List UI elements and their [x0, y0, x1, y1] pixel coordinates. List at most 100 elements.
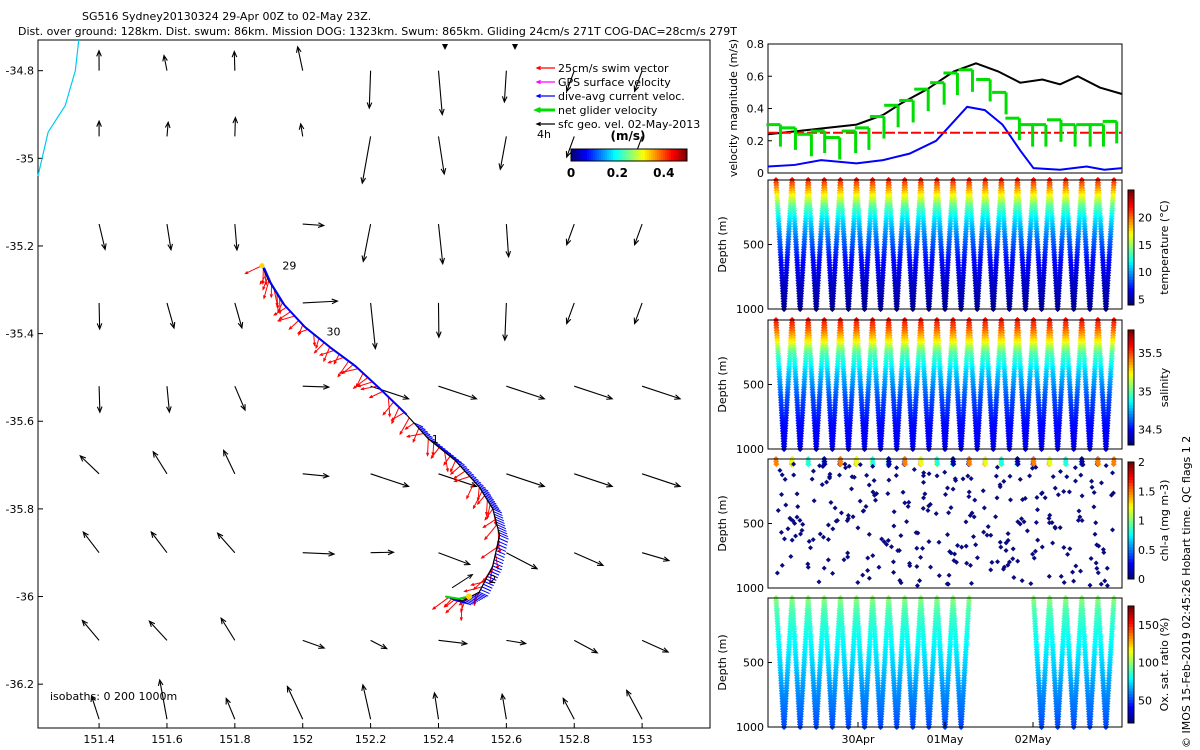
surface-velocity-arrow	[302, 639, 325, 649]
salinity-colorbar-cell	[1128, 364, 1134, 368]
surface-velocity-arrow-head	[463, 559, 472, 566]
colorbar-cell	[621, 149, 624, 161]
legend-swatch-head	[535, 65, 541, 71]
map-y-tick-label: -35	[16, 152, 34, 165]
surface-velocity-arrow	[641, 385, 681, 400]
salinity-colorbar-cell	[1128, 433, 1134, 437]
swim-vector-arrow	[427, 438, 429, 456]
swim-vector-arrow-head	[404, 426, 409, 430]
surface-velocity-arrow	[302, 385, 329, 388]
swim-vector-arrow-head	[277, 308, 281, 314]
surface-velocity-arrow-head	[435, 331, 442, 339]
surface-velocity-arrow-head	[625, 689, 632, 697]
swim-vector-arrow-head	[430, 455, 435, 460]
dac-vector	[420, 430, 431, 436]
surface-velocity-arrow-head	[81, 619, 88, 627]
surface-velocity-arrow-head	[591, 647, 599, 654]
swim-vector-arrow-head	[259, 280, 264, 285]
surface-velocity-arrow	[437, 70, 443, 115]
isobath-line	[37, 39, 80, 176]
salinity-colorbar-cell	[1128, 416, 1134, 420]
dac-vector	[474, 481, 484, 487]
swim-vector-arrow-head	[453, 475, 458, 480]
colorbar-tick-label: 0	[567, 166, 575, 180]
surface-velocity-arrow-head	[597, 560, 605, 567]
surface-velocity-arrow-head	[216, 532, 224, 540]
colorbar-cell	[587, 149, 590, 161]
salinity-y-label: Depth (m)	[716, 356, 729, 412]
swim-vector-arrow-head	[262, 286, 266, 291]
salinity-colorbar-cell	[1128, 332, 1134, 337]
surface-velocity-arrow	[370, 639, 387, 650]
salinity-colorbar-cell	[1128, 427, 1134, 432]
colorbar-cell	[645, 149, 648, 161]
isobaths-label: isobaths: 0 200 1000m	[50, 690, 177, 703]
surface-velocity-arrow	[148, 620, 168, 641]
dac-vector	[462, 468, 472, 474]
surface-velocity-arrow	[437, 223, 444, 264]
swim-vector-arrow-head	[261, 280, 265, 285]
swim-vector-arrow	[313, 333, 316, 346]
temperature-colorbar-cell	[1128, 210, 1134, 214]
dac-vector	[479, 591, 489, 597]
chla-sample	[782, 476, 788, 482]
surface-velocity-arrow	[634, 70, 643, 92]
dac-vector	[491, 568, 501, 573]
surface-velocity-arrow-head	[90, 694, 96, 702]
dac-vector	[487, 575, 497, 581]
salinity-colorbar-cell	[1128, 393, 1134, 397]
temperature-colorbar-frame	[1127, 189, 1135, 306]
dac-vector	[484, 581, 494, 587]
dac-vector	[413, 422, 424, 428]
surface-velocity-arrow	[361, 136, 372, 184]
swim-vector-arrow-head	[476, 497, 480, 502]
dac-vector	[464, 470, 475, 476]
surface-velocity-arrow	[234, 385, 246, 411]
swim-vector-arrow	[262, 277, 268, 290]
colorbar-frame	[570, 148, 688, 162]
temperature-colorbar-cell	[1128, 287, 1134, 292]
velocity-y-label: velocity magnitude (m/s)	[727, 39, 740, 177]
dac-vector	[493, 559, 504, 565]
swim-vector-arrow-head	[323, 357, 327, 363]
surface-velocity-arrow-head	[96, 119, 102, 127]
swim-vector-arrow	[361, 385, 378, 390]
swim-vector-arrow	[407, 433, 424, 438]
colorbar-cell	[683, 149, 686, 161]
map-y-tick-label: -35.8	[6, 503, 34, 516]
surface-velocity-arrow	[91, 695, 100, 720]
swim-vector-arrow	[355, 372, 364, 387]
swim-vector-arrow	[382, 401, 395, 416]
surface-velocity-arrow-head	[360, 177, 367, 185]
swim-vector-arrow	[450, 460, 456, 472]
swim-vector-arrow-head	[360, 387, 365, 391]
swim-vector-arrow	[353, 377, 369, 389]
colorbar-cell	[593, 149, 596, 161]
temperature-colorbar-cell	[1128, 233, 1134, 237]
dac-track-line	[263, 267, 408, 416]
dac-vector	[465, 598, 475, 604]
salinity-colorbar-cell	[1128, 335, 1134, 340]
swim-vector-arrow-head	[333, 360, 337, 365]
swim-vector-arrow	[450, 465, 461, 475]
colorbar-tick-label: 0.4	[653, 166, 674, 180]
swim-vector-arrow	[357, 381, 373, 387]
swim-vector-arrow	[430, 447, 440, 459]
legend-entry-3: net glider velocity	[558, 104, 658, 117]
surface-velocity-arrow-head	[606, 482, 614, 488]
map-x-tick-label: 152.4	[423, 733, 455, 746]
surface-velocity-arrow	[574, 552, 604, 566]
swim-vector-arrow	[323, 346, 331, 362]
velocity-y-tick-label: 0.2	[747, 135, 765, 148]
surface-velocity-arrow	[501, 694, 507, 720]
swim-vector-arrow-head	[443, 461, 447, 466]
surface-velocity-arrow-head	[366, 102, 373, 110]
swim-vector-arrow	[369, 390, 384, 399]
salinity-colorbar-cell	[1128, 376, 1134, 380]
swim-vector-arrow-head	[460, 608, 464, 613]
salinity-colorbar-cell	[1128, 439, 1134, 443]
swim-vector-arrow-head	[382, 411, 387, 416]
temperature-colorbar-cell	[1128, 253, 1134, 257]
swim-vector-arrow-head	[431, 606, 436, 610]
